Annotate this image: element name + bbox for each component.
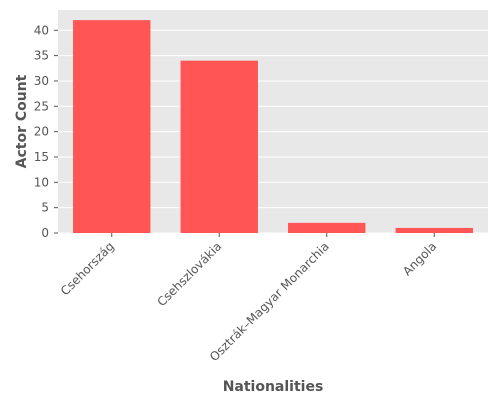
y-tick-label: 5 xyxy=(41,201,49,215)
y-tick-label: 35 xyxy=(34,49,49,63)
bar xyxy=(73,20,151,233)
y-tick-label: 20 xyxy=(34,125,49,139)
x-tick-label: Csehország xyxy=(58,239,117,298)
bar xyxy=(395,227,473,233)
y-tick-label: 25 xyxy=(34,99,49,113)
y-tick-label: 30 xyxy=(34,74,49,88)
y-tick-label: 0 xyxy=(41,226,49,240)
y-tick-label: 40 xyxy=(34,23,49,37)
y-tick-label: 15 xyxy=(34,150,49,164)
bar xyxy=(288,222,366,233)
x-tick-label: Angola xyxy=(400,239,439,278)
y-tick-label: 10 xyxy=(34,175,49,189)
bar xyxy=(180,60,258,233)
y-axis-ticks: 0 5 10 15 20 25 30 35 40 xyxy=(34,23,58,240)
y-axis-title: Actor Count xyxy=(14,74,30,168)
bars xyxy=(73,20,473,233)
x-tick-label: Osztrák–Magyar Monarchia xyxy=(207,239,332,364)
x-axis-title: Nationalities xyxy=(223,379,324,395)
x-tick-label: Csehszlovákia xyxy=(154,239,224,309)
